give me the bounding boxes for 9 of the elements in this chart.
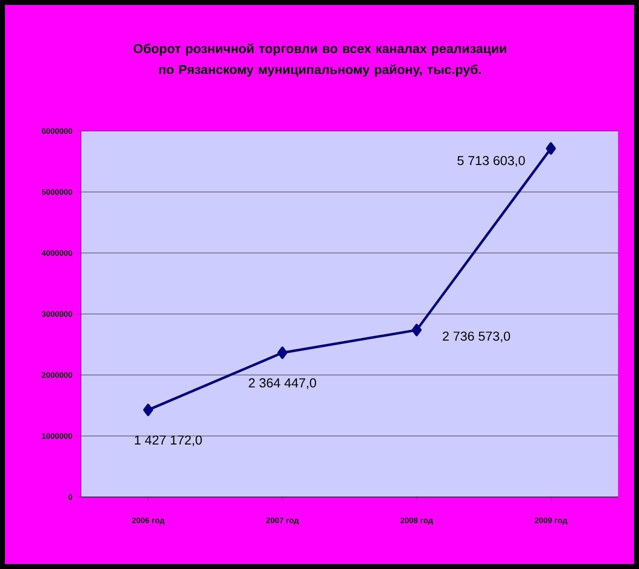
data-label: 1 427 172,0 bbox=[134, 435, 202, 446]
point bbox=[546, 142, 556, 155]
point bbox=[277, 346, 288, 359]
point bbox=[143, 404, 154, 416]
point bbox=[412, 324, 422, 336]
data-label: 2 736 573,0 bbox=[442, 332, 510, 342]
data-label: 2 364 447,0 bbox=[248, 378, 316, 389]
data-label: 5 713 603,0 bbox=[457, 156, 525, 167]
chart-title: Оборот розничной торговли во всех каналах реализации по Рязанскому муниципальному району, тыс.руб. bbox=[134, 43, 506, 77]
